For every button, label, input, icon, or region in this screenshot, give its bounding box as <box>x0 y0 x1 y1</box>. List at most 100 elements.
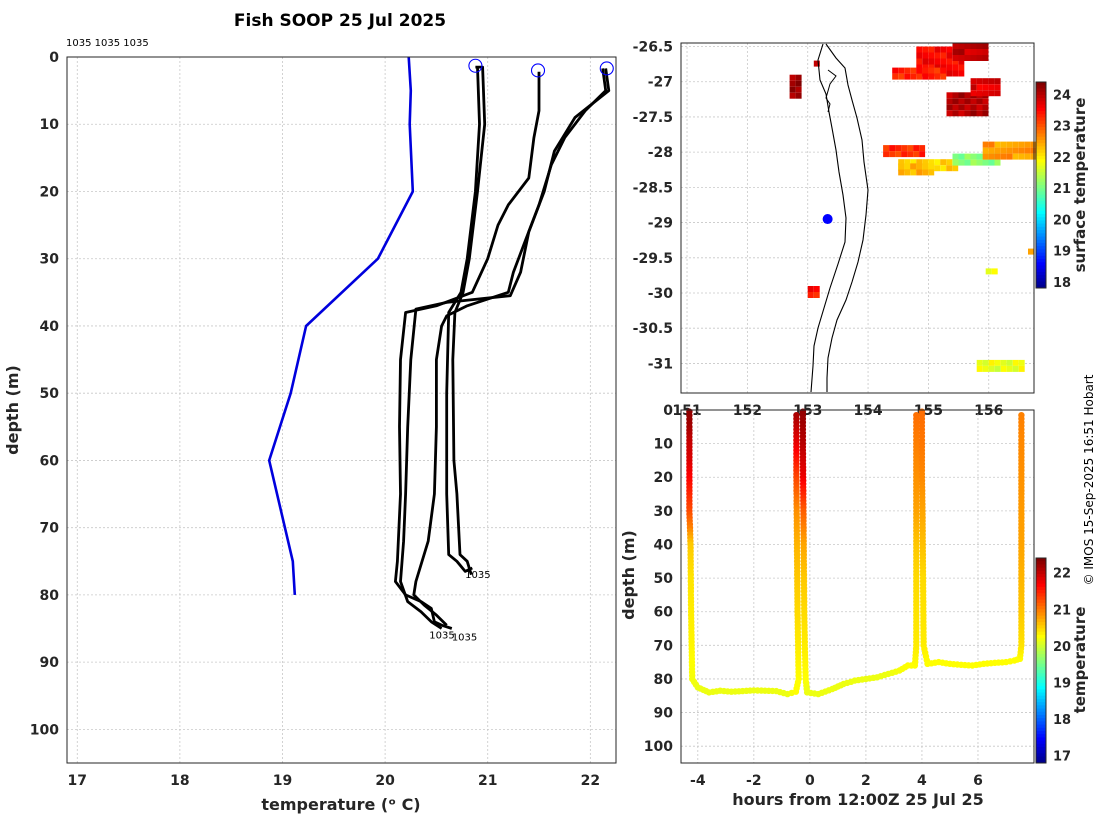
sst-cell <box>958 153 965 160</box>
sst-cell <box>970 110 977 117</box>
sst-cell <box>994 78 1001 85</box>
sst-cell <box>952 92 959 99</box>
sst-cell <box>892 73 899 80</box>
sst-cell <box>952 58 959 65</box>
sst-cell <box>916 159 923 166</box>
sst-cell <box>952 98 959 105</box>
temperature-colorbar-segment <box>1036 586 1046 591</box>
sst-cell <box>988 141 995 148</box>
sst-cell <box>904 163 911 170</box>
sst-cell <box>994 141 1001 148</box>
sst-cell <box>964 92 971 99</box>
sst-cell <box>895 145 902 152</box>
sst-cell <box>952 110 959 117</box>
temperature-colorbar-segment <box>1036 734 1046 738</box>
profile-series <box>267 56 611 630</box>
sst-cell <box>964 49 971 55</box>
sst-cell <box>952 104 959 111</box>
timeseries-x-tick-label: -2 <box>746 773 762 789</box>
sst-cell <box>976 90 983 97</box>
temperature-colorbar-segment <box>1036 650 1046 655</box>
profile-y-tick-label: 0 <box>49 50 59 66</box>
timeseries-y-tick-label: 10 <box>654 437 674 453</box>
profile-y-tick-label: 90 <box>40 655 60 671</box>
profile-x-tick-label: 19 <box>273 773 292 789</box>
sst-cell <box>946 70 953 77</box>
sst-cell <box>1012 147 1019 154</box>
sst-cell <box>970 153 977 160</box>
sst-cell <box>928 169 935 176</box>
sst-cell <box>940 58 947 65</box>
map-colorbar-segment <box>1036 152 1046 157</box>
temperature-colorbar-segment <box>1036 695 1046 700</box>
sst-cell <box>958 104 965 111</box>
sst-cell <box>976 55 983 61</box>
map-ticks: 151152153154155156-26.5-27-27.5-28-28.5-… <box>633 40 1004 419</box>
timeseries-x-tick-label: 6 <box>973 773 983 789</box>
map-colorbar-tick: 23 <box>1053 120 1071 135</box>
temperature-colorbar-segment <box>1036 622 1046 626</box>
map-colorbar-segment <box>1036 146 1046 151</box>
temperature-colorbar-segment <box>1036 609 1046 613</box>
temperature-colorbar-segment <box>1036 596 1046 601</box>
sst-cell <box>795 86 802 93</box>
sst-cell <box>940 46 947 53</box>
map-colorbar-segment <box>1036 130 1046 134</box>
map-colorbar-segment <box>1036 207 1046 212</box>
sst-cell <box>898 73 905 80</box>
sst-cell <box>789 80 796 87</box>
profile-line-profile-5 <box>399 68 611 630</box>
sst-cell <box>964 98 971 105</box>
timeseries-y-tick-label: 30 <box>654 504 674 520</box>
profile-line-profile-4 <box>412 68 608 627</box>
map-gridlines <box>681 43 1034 393</box>
profile-ticks: 17 18 19 20 21 22 0 10 20 30 40 50 60 70 80 90 100 <box>30 50 600 789</box>
sst-cell <box>795 74 802 81</box>
timeseries-x-tick-label: -4 <box>690 773 706 789</box>
timeseries-x-tick-label: 4 <box>917 773 927 789</box>
temperature-colorbar-segment <box>1036 631 1046 636</box>
sst-cell <box>982 141 989 148</box>
temperature-colorbar-segment <box>1036 714 1046 719</box>
map-colorbar-frame <box>1035 81 1047 289</box>
sst-cell <box>982 55 989 61</box>
sst-cell <box>928 58 935 65</box>
sst-cell <box>994 84 1001 91</box>
sst-cell <box>952 153 959 160</box>
sst-cell <box>991 268 998 275</box>
profile-line-profile-3 <box>393 71 541 630</box>
sst-cell <box>1006 141 1013 148</box>
profile-start-marker <box>599 61 614 76</box>
profile-y-tick-label: 100 <box>30 722 59 738</box>
sst-cell <box>910 159 917 166</box>
sst-cell <box>1000 153 1007 160</box>
sst-cell <box>982 147 989 154</box>
top-cast-label: 1035 1035 1035 <box>66 38 149 49</box>
sst-cell <box>994 365 1001 372</box>
sst-cell <box>904 67 911 74</box>
map-y-tick-label: -28 <box>648 145 673 161</box>
sst-cell <box>813 292 820 298</box>
timeseries-y-tick-label: 20 <box>654 470 674 486</box>
sst-cell <box>970 104 977 111</box>
sst-cell <box>1012 153 1019 160</box>
profile-y-tick-label: 80 <box>40 588 60 604</box>
sst-cell <box>898 163 905 170</box>
sst-cell <box>922 52 929 59</box>
sst-cell <box>994 90 1001 97</box>
timeseries-y-tick-label: 100 <box>644 739 673 755</box>
map-colorbar-segment <box>1036 239 1046 244</box>
sst-cell <box>1012 141 1019 148</box>
profile-y-label: depth (m) <box>3 365 22 455</box>
map-colorbar-segment <box>1036 136 1046 141</box>
map-colorbar-segment <box>1036 262 1046 266</box>
temperature-colorbar-segment <box>1036 564 1046 569</box>
map-colorbar-tick: 20 <box>1053 213 1071 228</box>
sst-cell <box>946 52 953 59</box>
map-colorbar-segment <box>1036 172 1046 176</box>
sst-cell <box>916 73 923 80</box>
temperature-colorbar-tick: 18 <box>1053 713 1071 728</box>
temperature-colorbar-segment <box>1036 641 1046 645</box>
profile-y-tick-label: 10 <box>40 117 60 133</box>
